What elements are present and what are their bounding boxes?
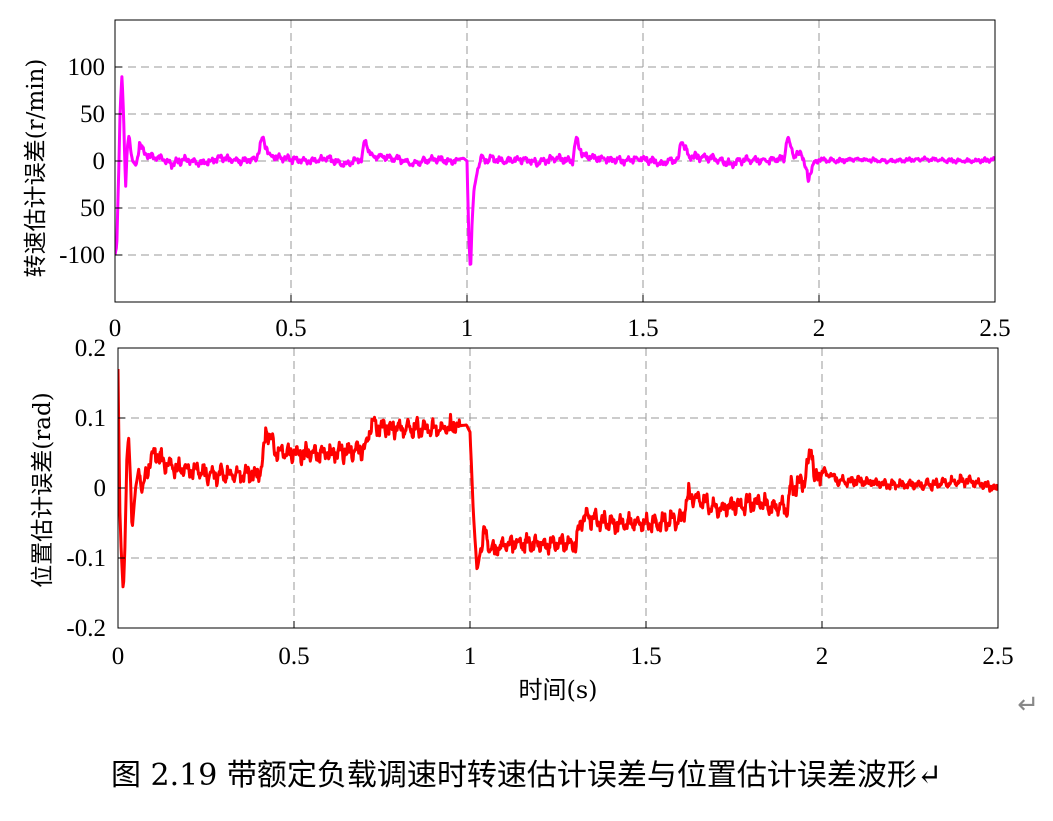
speed-error-ticks: 0 0.5 1 1.5 2 2.5 100 50 0 50 -100: [59, 54, 1010, 342]
position-error-ticks: 0 0.5 1 1.5 2 2.5 0.2 0.1 0 -0.1 -0.2: [66, 335, 1013, 670]
position-error-plot-area: [118, 368, 998, 589]
position-error-xtick-label: 1: [464, 643, 477, 670]
speed-error-ytick-label: 50: [80, 195, 105, 222]
speed-error-xtick-label: 2.5: [979, 315, 1010, 342]
speed-error-series-line: [115, 75, 995, 266]
paragraph-mark: ↵: [1017, 690, 1039, 720]
speed-error-ytick-label: 100: [68, 54, 106, 81]
speed-error-xtick-label: 1: [461, 315, 474, 342]
position-error-xtick-label: 0.5: [278, 643, 309, 670]
speed-error-ylabel: 转速估计误差(r/min): [23, 59, 49, 278]
position-error-ytick-label: -0.2: [66, 615, 106, 642]
speed-error-ytick-label: 0: [93, 148, 106, 175]
position-error-xtick-label: 1.5: [630, 643, 661, 670]
speed-error-xtick-label: 0: [109, 315, 122, 342]
position-error-xlabel: 时间(s): [518, 676, 597, 704]
speed-error-xtick-label: 2: [813, 315, 826, 342]
position-error-ytick-label: 0.2: [75, 335, 106, 362]
position-error-ytick-label: -0.1: [66, 545, 106, 572]
position-error-ylabel: 位置估计误差(rad): [30, 392, 56, 587]
speed-error-xtick-label: 0.5: [275, 315, 306, 342]
speed-error-ytick-label: 50: [80, 101, 105, 128]
position-error-ytick-label: 0.1: [75, 405, 106, 432]
speed-error-ytick-label: -100: [59, 242, 105, 269]
position-error-ytick-label: 0: [94, 475, 107, 502]
speed-error-xtick-label: 1.5: [627, 315, 658, 342]
position-error-xtick-label: 0: [112, 643, 125, 670]
position-error-grid: [118, 348, 998, 628]
speed-error-panel: 0 0.5 1 1.5 2 2.5 100 50 0 50 -100 转速估计误差(r/min): [23, 19, 1011, 342]
speed-error-plot-area: [115, 75, 995, 266]
position-error-series-line: [118, 368, 998, 589]
position-error-panel: 0 0.5 1 1.5 2 2.50.20.10-0.1-0.2 位置估计误差(rad) …: [30, 335, 1014, 704]
position-error-xtick-label: 2: [816, 643, 829, 670]
figure-caption: 图 2.19 带额定负载调速时转速估计误差与位置估计误差波形↵: [110, 758, 942, 793]
position-error-xtick-label: 2.5: [982, 643, 1013, 670]
